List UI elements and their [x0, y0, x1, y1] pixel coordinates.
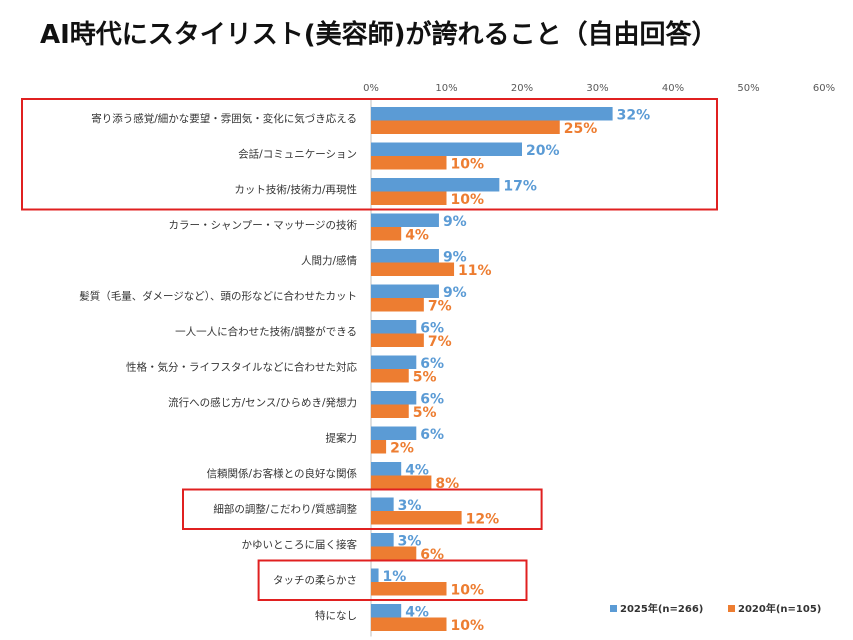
- data-label: 9%: [443, 214, 467, 230]
- bar-series-2: [371, 156, 447, 170]
- highlight-box: [182, 488, 543, 530]
- bar-series-1: [371, 249, 439, 263]
- category-label: 性格・気分・ライフスタイルなどに合わせた対応: [126, 361, 357, 374]
- data-label: 1%: [383, 569, 407, 585]
- bar-series-2: [371, 440, 387, 454]
- data-label: 5%: [413, 370, 437, 386]
- x-tick-label: 20%: [511, 83, 533, 94]
- data-label: 20%: [526, 143, 560, 159]
- category-label: 信頼関係/お客様との良好な関係: [207, 467, 357, 480]
- highlight-box: [21, 98, 718, 211]
- highlight-box: [257, 559, 528, 601]
- category-label: カラー・シャンプー・マッサージの技術: [169, 219, 358, 232]
- x-tick-label: 0%: [363, 83, 379, 94]
- x-tick-label: 30%: [586, 83, 608, 94]
- bar-series-2: [371, 546, 417, 560]
- data-label: 4%: [405, 605, 429, 621]
- data-label: 3%: [398, 534, 422, 550]
- data-label: 6%: [420, 321, 444, 337]
- data-label: 5%: [413, 405, 437, 421]
- bar-series-2: [371, 475, 432, 489]
- category-label: 寄り添う感覚/細かな要望・雰囲気・変化に気づき応える: [91, 112, 357, 125]
- bar-series-1: [371, 497, 394, 511]
- data-label: 25%: [564, 121, 598, 137]
- x-tick-label: 40%: [662, 83, 684, 94]
- bar-series-2: [371, 262, 455, 276]
- data-label: 4%: [405, 228, 429, 244]
- bar-series-2: [371, 120, 560, 134]
- data-label: 6%: [420, 547, 444, 563]
- category-label: 細部の調整/こだわり/質感調整: [213, 503, 357, 516]
- x-tick-label: 50%: [737, 83, 759, 94]
- data-label: 9%: [443, 250, 467, 266]
- data-label: 10%: [451, 583, 485, 599]
- category-label: 特になし: [315, 610, 357, 622]
- legend-swatch: [728, 605, 735, 612]
- bar-series-2: [371, 191, 447, 205]
- data-label: 10%: [451, 618, 485, 634]
- bar-series-1: [371, 533, 394, 547]
- bar-series-2: [371, 298, 424, 312]
- legend-label: 2025年(n=266): [620, 602, 703, 615]
- bar-series-2: [371, 333, 424, 347]
- data-label: 9%: [443, 285, 467, 301]
- data-label: 7%: [428, 334, 452, 350]
- category-label: かゆいところに届く接客: [242, 538, 358, 551]
- bar-series-1: [371, 604, 402, 618]
- data-label: 2%: [390, 441, 414, 457]
- bar-series-2: [371, 617, 447, 631]
- category-label: 会話/コミュニケーション: [238, 148, 357, 161]
- bar-series-1: [371, 142, 522, 156]
- data-label: 17%: [503, 179, 537, 195]
- data-label: 10%: [451, 192, 485, 208]
- data-label: 6%: [420, 392, 444, 408]
- data-label: 8%: [435, 476, 459, 492]
- category-label: 提案力: [326, 432, 358, 445]
- bar-series-1: [371, 284, 439, 298]
- bar-series-1: [371, 355, 417, 369]
- category-label: 人間力/感情: [301, 254, 358, 267]
- bar-series-1: [371, 426, 417, 440]
- category-label: 流行への感じ方/センス/ひらめき/発想力: [168, 396, 357, 409]
- x-tick-label: 10%: [435, 83, 457, 94]
- category-label: カット技術/技術力/再現性: [234, 183, 357, 196]
- bar-series-1: [371, 568, 379, 582]
- bar-series-1: [371, 462, 402, 476]
- data-label: 12%: [466, 512, 500, 528]
- bar-series-2: [371, 582, 447, 596]
- legend-swatch: [610, 605, 617, 612]
- bar-series-1: [371, 320, 417, 334]
- data-label: 11%: [458, 263, 492, 279]
- data-label: 10%: [451, 157, 485, 173]
- x-tick-label: 60%: [813, 83, 835, 94]
- data-label: 6%: [420, 356, 444, 372]
- legend-label: 2020年(n=105): [738, 602, 821, 615]
- chart-title: AI時代にスタイリスト(美容師)が誇れること（自由回答）: [40, 20, 718, 50]
- category-label: 髪質（毛量、ダメージなど）、頭の形などに合わせたカット: [79, 290, 357, 303]
- category-label: タッチの柔らかさ: [273, 575, 357, 587]
- data-label: 7%: [428, 299, 452, 315]
- bar-series-1: [371, 178, 500, 192]
- data-label: 32%: [617, 108, 651, 124]
- bar-series-1: [371, 391, 417, 405]
- bar-series-1: [371, 213, 439, 227]
- data-label: 3%: [398, 498, 422, 514]
- bar-series-2: [371, 227, 402, 241]
- data-label: 6%: [420, 427, 444, 443]
- bar-series-1: [371, 107, 613, 121]
- category-label: 一人一人に合わせた技術/調整ができる: [175, 325, 357, 338]
- data-label: 4%: [405, 463, 429, 479]
- bar-series-2: [371, 404, 409, 418]
- bar-series-2: [371, 369, 409, 383]
- bar-series-2: [371, 511, 462, 525]
